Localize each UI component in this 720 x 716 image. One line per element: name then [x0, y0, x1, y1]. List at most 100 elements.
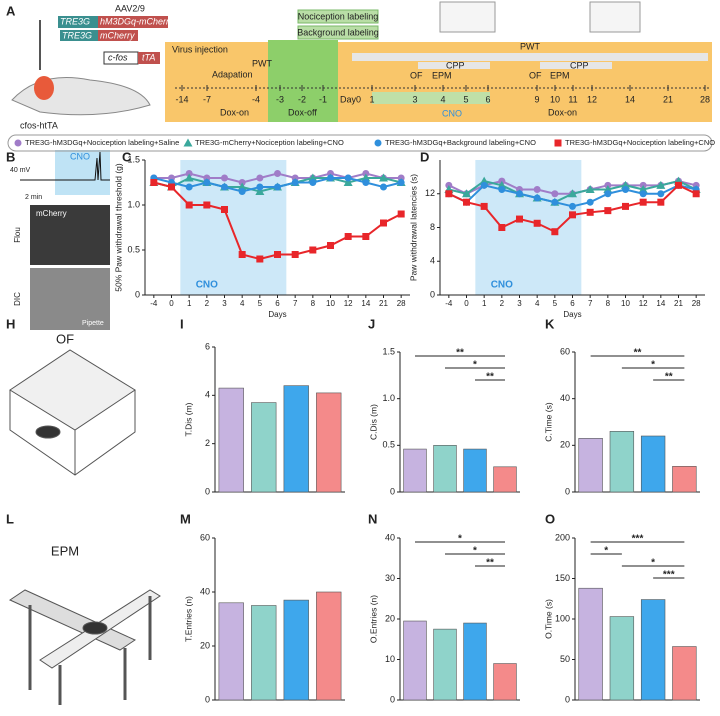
marker [604, 190, 612, 198]
marker [603, 185, 613, 194]
aav-label: AAV2/9 [115, 3, 145, 13]
y-tick-label: 12 [425, 188, 435, 198]
x-tick-label: 21 [674, 299, 683, 308]
sig-label: ** [486, 372, 494, 383]
marker [237, 182, 247, 191]
marker [374, 139, 382, 147]
label-box [297, 25, 379, 40]
arena-floor [9, 349, 136, 431]
marker [516, 190, 523, 198]
timeline-label: Adapation [212, 69, 253, 79]
y-tick-label: 1.0 [382, 393, 395, 403]
bar [251, 402, 277, 493]
y-tick-label: 0 [135, 289, 140, 299]
arena-walls [9, 390, 136, 476]
bar [218, 602, 244, 701]
panel-letter: K [545, 316, 555, 331]
bar [433, 445, 457, 493]
x-tick-label: 14 [361, 299, 370, 308]
bar [640, 599, 666, 701]
promoter-box [58, 16, 98, 28]
marker [344, 174, 352, 182]
cno-shade [180, 160, 287, 295]
pwt-bar [352, 53, 708, 61]
y-tick-label: 100 [555, 613, 570, 623]
timeline-label: CNO [442, 108, 462, 118]
fluo-image [30, 205, 110, 265]
y-tick-label: 2 [205, 438, 210, 448]
marker [569, 211, 576, 219]
marker [657, 190, 665, 198]
x-tick-label: 4 [535, 299, 540, 308]
panel-letter: B [6, 149, 15, 164]
bar [578, 587, 603, 701]
timeline-label: Virus injection [172, 44, 228, 54]
marker [203, 201, 211, 209]
panel-letter: L [6, 511, 14, 526]
y-axis-label: T.Entries (n) [183, 596, 193, 642]
y-tick-label: 0.5 [382, 440, 395, 450]
day-label: 28 [700, 94, 710, 104]
bar [609, 616, 635, 701]
marker [185, 201, 193, 209]
cno-label: CNO [491, 280, 513, 291]
timeline-label: PWT [520, 41, 540, 51]
legend-label: TRE3G-hM3DGq+Nociception labeling+Saline [25, 138, 179, 147]
bar [403, 448, 427, 493]
bar [463, 622, 487, 701]
gene-label: mCherry [100, 30, 135, 40]
hotplate-icon [589, 1, 641, 33]
x-tick-label: 2 [500, 299, 505, 308]
panel-letter: A [6, 3, 16, 18]
sig-label: ** [665, 372, 673, 383]
bar [403, 620, 427, 701]
day-label: 21 [663, 94, 673, 104]
brain [11, 77, 151, 116]
day-label: 14 [625, 94, 635, 104]
marker [221, 174, 228, 182]
x-tick-label: 10 [326, 299, 335, 308]
x-tick-label: -4 [150, 299, 158, 308]
marker [480, 202, 488, 210]
x-tick-label: 28 [397, 299, 406, 308]
x-tick-label: 12 [344, 299, 353, 308]
cno-bar [372, 92, 490, 104]
marker [203, 179, 211, 186]
y-tick-label: 50 [560, 654, 570, 664]
cno-label: CNO [196, 280, 218, 291]
panel-h: OF [9, 331, 136, 476]
bar [283, 385, 309, 493]
marker [238, 251, 246, 258]
day-label: 5 [463, 94, 468, 104]
marker [463, 198, 470, 206]
x-tick-label: 10 [621, 299, 630, 308]
sig-label: *** [663, 570, 675, 581]
y-tick-label: 0 [565, 486, 570, 496]
y-tick-label: 200 [555, 532, 570, 542]
y-tick-label: 1.5 [127, 154, 140, 164]
marker [480, 181, 488, 189]
marker [516, 215, 523, 223]
bar [672, 466, 697, 493]
y-tick-label: 4 [430, 256, 435, 266]
y-tick-label: 0 [390, 694, 395, 704]
gene-label: hM3DGq-mCherry [100, 16, 174, 26]
x-tick-label: 8 [311, 299, 316, 308]
marker [445, 190, 453, 198]
x-tick-label: 7 [293, 299, 298, 308]
marker [656, 180, 666, 189]
y-tick-label: 40 [200, 586, 210, 596]
sig-label: * [473, 360, 477, 371]
y-tick-label: 0 [390, 486, 395, 496]
marker [551, 228, 559, 236]
gene-box [138, 52, 160, 64]
marker [238, 188, 246, 195]
mcherry-label: mCherry [36, 209, 67, 218]
x-tick-label: 0 [464, 299, 469, 308]
timeline-label: CPP [446, 60, 465, 70]
timeline-label: PWT [252, 58, 272, 68]
x-axis-label: Days [268, 310, 286, 319]
marker [344, 233, 352, 240]
scale-label: 2 min [25, 194, 42, 201]
